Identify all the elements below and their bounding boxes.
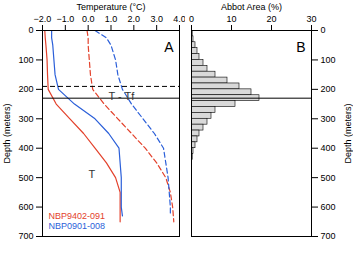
svg-text:−2.0: −2.0 — [34, 14, 52, 24]
svg-text:0: 0 — [189, 14, 194, 24]
svg-text:500: 500 — [18, 173, 33, 183]
svg-text:100: 100 — [321, 55, 336, 65]
svg-text:20: 20 — [266, 14, 276, 24]
svg-text:Abbot Area (%): Abbot Area (%) — [221, 2, 282, 12]
svg-text:300: 300 — [321, 114, 336, 124]
svg-text:30: 30 — [306, 14, 316, 24]
svg-text:T - Tf: T - Tf — [109, 90, 136, 102]
svg-text:NBP9402-091: NBP9402-091 — [49, 211, 106, 221]
svg-text:−1.0: −1.0 — [56, 14, 74, 24]
svg-text:3.0: 3.0 — [150, 14, 163, 24]
svg-text:600: 600 — [18, 202, 33, 212]
svg-text:T: T — [89, 168, 96, 180]
svg-text:1.0: 1.0 — [105, 14, 118, 24]
svg-text:700: 700 — [321, 231, 336, 241]
svg-text:200: 200 — [18, 84, 33, 94]
svg-text:B: B — [296, 39, 305, 55]
svg-text:10: 10 — [226, 14, 236, 24]
svg-text:700: 700 — [18, 231, 33, 241]
svg-text:500: 500 — [321, 173, 336, 183]
svg-text:600: 600 — [321, 202, 336, 212]
svg-text:NBP0901-008: NBP0901-008 — [49, 221, 106, 231]
svg-text:200: 200 — [321, 84, 336, 94]
svg-text:2.0: 2.0 — [128, 14, 141, 24]
svg-text:4.0: 4.0 — [173, 14, 185, 24]
svg-text:Depth (meters): Depth (meters) — [2, 103, 12, 163]
svg-text:Depth (meters): Depth (meters) — [343, 103, 353, 163]
svg-text:400: 400 — [18, 143, 33, 153]
svg-text:A: A — [164, 39, 174, 55]
svg-text:Temperature (°C): Temperature (°C) — [76, 2, 145, 12]
svg-text:100: 100 — [18, 55, 33, 65]
svg-text:0: 0 — [321, 25, 326, 35]
svg-text:300: 300 — [18, 114, 33, 124]
svg-text:0: 0 — [28, 25, 33, 35]
svg-text:0.0: 0.0 — [82, 14, 95, 24]
svg-text:400: 400 — [321, 143, 336, 153]
